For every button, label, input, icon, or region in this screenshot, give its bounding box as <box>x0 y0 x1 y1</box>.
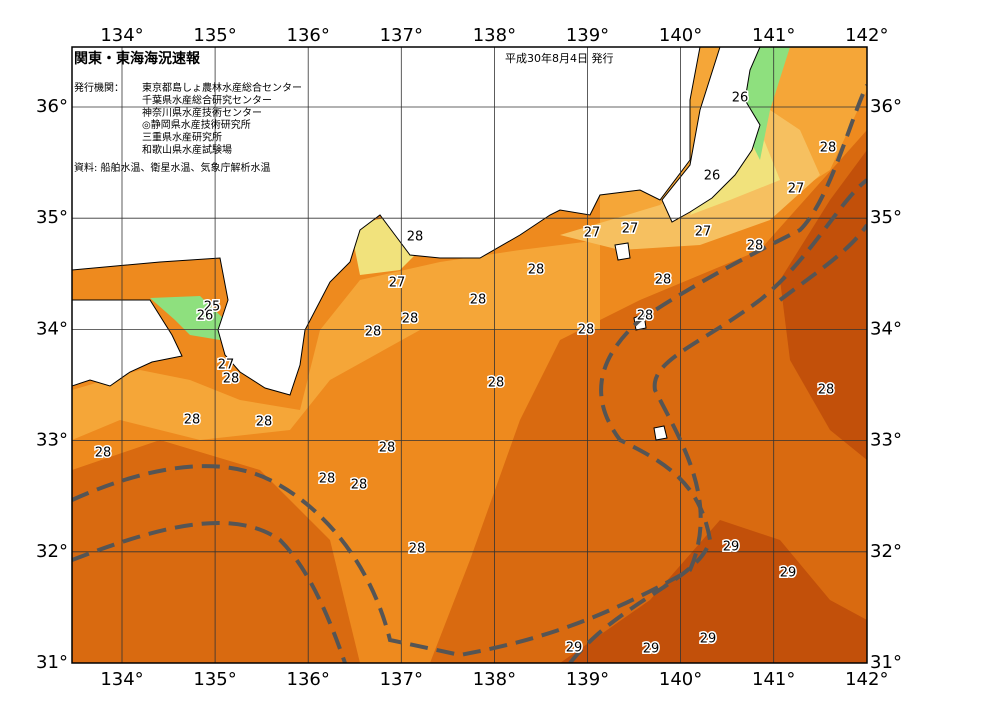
lat-label-left: 31° <box>36 652 68 673</box>
lon-label-top: 138° <box>473 25 516 46</box>
land <box>72 47 701 396</box>
issue-date: 平成30年8月4日 発行 <box>505 51 614 65</box>
contour-label: 28 <box>820 141 837 156</box>
lat-label-left: 35° <box>36 207 68 228</box>
lat-label-left: 36° <box>36 96 68 117</box>
contour-label: 29 <box>723 540 740 555</box>
lat-label-left: 34° <box>36 318 68 339</box>
contour-label: 28 <box>818 383 835 398</box>
lon-label-bottom: 141° <box>752 669 795 690</box>
land <box>661 47 761 223</box>
kuroshio-axis <box>72 178 867 658</box>
lon-label-bottom: 136° <box>287 669 330 690</box>
contour-label: 28 <box>409 542 426 557</box>
warm-region <box>430 130 867 663</box>
contour-label: 27 <box>622 222 639 237</box>
lon-label-bottom: 135° <box>193 669 236 690</box>
lat-label-right: 32° <box>870 541 902 562</box>
contour-label: 27 <box>788 182 805 197</box>
issuer: 東京都島しょ農林水産総合センター <box>142 81 302 94</box>
island <box>653 425 668 441</box>
grid <box>72 47 867 663</box>
issuer-label: 発行機関： <box>74 81 124 94</box>
map-title: 関東・東海海況速報 <box>74 50 201 67</box>
lat-label-right: 34° <box>870 318 902 339</box>
contour-label: 28 <box>578 323 595 338</box>
lon-label-top: 134° <box>100 25 143 46</box>
lat-label-left: 32° <box>36 541 68 562</box>
contour-label: 28 <box>637 309 654 324</box>
contour-label: 28 <box>407 230 424 245</box>
data-source: 資料: 船舶水温、衛星水温、気象庁解析水温 <box>74 161 271 174</box>
kuroshio-axis <box>568 84 867 663</box>
contour-label: 28 <box>223 372 240 387</box>
issuer: ◎静岡県水産技術研究所 <box>142 118 251 131</box>
contour-label: 28 <box>95 446 112 461</box>
contour-label: 29 <box>780 566 797 581</box>
contour-label: 28 <box>351 478 368 493</box>
lon-label-top: 136° <box>287 25 330 46</box>
contour-label: 28 <box>747 239 764 254</box>
lat-label-right: 36° <box>870 96 902 117</box>
kuroshio-axis <box>778 223 867 302</box>
lon-label-top: 139° <box>566 25 609 46</box>
land <box>72 299 183 387</box>
contour-label: 29 <box>566 641 583 656</box>
lon-label-bottom: 134° <box>100 669 143 690</box>
contour-label: 26 <box>732 91 749 106</box>
contour-label: 26 <box>704 169 721 184</box>
island <box>614 242 631 261</box>
contour-label: 28 <box>319 472 336 487</box>
lat-label-left: 33° <box>36 430 68 451</box>
contour-label: 27 <box>695 225 712 240</box>
contour-label: 25 <box>204 300 221 315</box>
contour-label: 28 <box>256 415 273 430</box>
contour-label: 28 <box>528 263 545 278</box>
contour-label: 29 <box>700 632 717 647</box>
contour-label: 26 <box>197 309 214 324</box>
lon-label-top: 141° <box>752 25 795 46</box>
contour-label: 27 <box>389 276 406 291</box>
contour-label: 29 <box>643 642 660 657</box>
lat-label-right: 35° <box>870 207 902 228</box>
current-axes <box>72 84 867 663</box>
contour-label: 28 <box>470 293 487 308</box>
contour-label: 28 <box>379 441 396 456</box>
contour-label: 28 <box>488 376 505 391</box>
contour-label: 28 <box>655 273 672 288</box>
issuer: 三重県水産研究所 <box>142 131 222 144</box>
lon-label-top: 137° <box>380 25 423 46</box>
lon-label-bottom: 139° <box>566 669 609 690</box>
lat-label-right: 31° <box>870 652 902 673</box>
lon-label-bottom: 142° <box>845 669 888 690</box>
lon-label-top: 142° <box>845 25 888 46</box>
warmest-region <box>560 520 867 663</box>
contour-label: 28 <box>365 325 382 340</box>
map-frame <box>71 46 868 664</box>
kuroshio-axis <box>72 521 347 663</box>
issuer: 千葉県水産総合研究センター <box>142 93 272 106</box>
lon-label-top: 135° <box>193 25 236 46</box>
lon-label-top: 140° <box>659 25 702 46</box>
contour-label: 27 <box>584 226 601 241</box>
lon-label-bottom: 140° <box>659 669 702 690</box>
lon-label-bottom: 138° <box>473 669 516 690</box>
contour-label: 28 <box>402 312 419 327</box>
issuer: 神奈川県水産技術センター <box>142 106 262 119</box>
issuer: 和歌山県水産試験場 <box>142 143 232 156</box>
warmest-region <box>780 150 867 460</box>
labels: 関東・東海海況速報 平成30年8月4日 発行 発行機関： 資料: 船舶水温、衛星… <box>36 25 902 690</box>
contour-label: 27 <box>218 358 235 373</box>
map-body <box>72 47 867 663</box>
lon-label-bottom: 137° <box>380 669 423 690</box>
contour-label: 28 <box>184 413 201 428</box>
lat-label-right: 33° <box>870 430 902 451</box>
